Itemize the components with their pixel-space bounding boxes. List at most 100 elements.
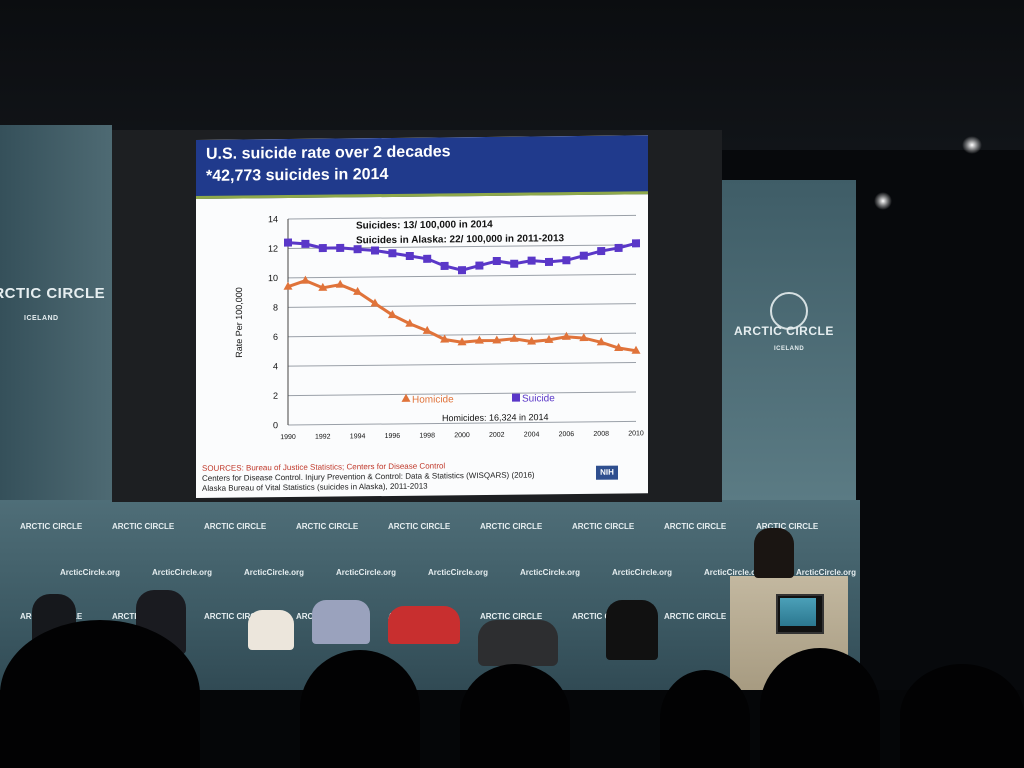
data-point-homicide xyxy=(440,334,450,343)
audience-head xyxy=(760,648,880,768)
data-point-suicide xyxy=(614,243,623,252)
panelist xyxy=(312,600,370,644)
backdrop-url: ArcticCircle.org xyxy=(244,568,305,577)
panelist xyxy=(388,606,460,644)
backdrop-brand-mark: ARCTIC CIRCLE xyxy=(296,522,359,531)
gridline xyxy=(288,273,636,279)
data-point-homicide xyxy=(474,335,484,344)
legend-label-suicide: Suicide xyxy=(522,393,555,404)
x-tick-label: 2002 xyxy=(489,432,505,439)
slide-title-line1: U.S. suicide rate over 2 decades xyxy=(206,143,451,163)
data-point-homicide xyxy=(422,325,432,334)
data-point-suicide xyxy=(579,251,588,260)
slide-title-line2: *42,773 suicides in 2014 xyxy=(206,165,389,185)
backdrop-url: ArcticCircle.org xyxy=(520,568,581,577)
data-point-homicide xyxy=(353,286,363,295)
audience-head xyxy=(900,664,1024,768)
data-point-homicide xyxy=(561,331,571,340)
backdrop-brand-mark: ARCTIC CIRCLE xyxy=(664,522,727,531)
speaker-at-podium xyxy=(754,528,794,578)
x-tick-label: 1992 xyxy=(315,434,331,441)
y-tick-label: 0 xyxy=(273,420,278,430)
data-point-suicide xyxy=(510,259,519,268)
backdrop-url: ArcticCircle.org xyxy=(60,568,121,577)
data-point-suicide xyxy=(301,239,310,248)
data-point-homicide xyxy=(579,333,589,342)
y-tick-label: 4 xyxy=(273,361,278,371)
data-point-suicide xyxy=(353,245,362,254)
data-point-homicide xyxy=(544,334,554,343)
y-axis-label: Rate Per 100,000 xyxy=(234,287,244,358)
backdrop-brand-mark: ARCTIC CIRCLE xyxy=(388,522,451,531)
backdrop-brand-mark: ARCTIC CIRCLE xyxy=(20,522,83,531)
gridline xyxy=(288,391,636,397)
backdrop-url: ArcticCircle.org xyxy=(428,568,489,577)
data-point-homicide xyxy=(370,298,380,307)
right-banner-logo: ARCTIC CIRCLE xyxy=(734,324,834,338)
ceiling-light xyxy=(962,136,982,154)
data-point-suicide xyxy=(562,256,571,265)
backdrop-brand-mark: ARCTIC CIRCLE xyxy=(112,522,175,531)
data-point-suicide xyxy=(371,246,379,255)
legend-label-homicide: Homicide xyxy=(412,394,454,405)
data-point-homicide xyxy=(631,345,641,354)
data-point-homicide xyxy=(300,275,310,284)
data-point-suicide xyxy=(284,238,292,247)
legend-marker-suicide xyxy=(512,393,520,402)
data-point-suicide xyxy=(440,261,449,270)
data-point-homicide xyxy=(405,318,415,327)
x-tick-label: 2000 xyxy=(454,432,470,439)
backdrop-brand-mark: ARCTIC CIRCLE xyxy=(664,612,727,621)
x-tick-label: 2008 xyxy=(593,431,609,438)
annotation-homicides-2014: Homicides: 16,324 in 2014 xyxy=(442,412,549,423)
data-point-suicide xyxy=(336,243,345,252)
data-point-suicide xyxy=(545,257,553,266)
y-tick-label: 6 xyxy=(273,332,278,342)
x-tick-label: 1994 xyxy=(350,433,366,440)
annotation-suicides-alaska: Suicides in Alaska: 22/ 100,000 in 2011-… xyxy=(356,233,565,246)
data-point-homicide xyxy=(492,335,502,344)
gridline xyxy=(288,332,636,338)
backdrop-brand-mark: ARCTIC CIRCLE xyxy=(204,612,267,621)
left-banner-sub: ICELAND xyxy=(24,315,59,322)
data-point-suicide xyxy=(388,249,397,258)
panelist xyxy=(606,600,658,660)
gridline xyxy=(288,420,636,426)
ceiling xyxy=(0,0,1024,150)
backdrop-brand-mark: ARCTIC CIRCLE xyxy=(480,522,543,531)
backdrop-brand-mark: ARCTIC CIRCLE xyxy=(480,612,543,621)
backdrop-url: ArcticCircle.org xyxy=(796,568,857,577)
x-tick-label: 2006 xyxy=(559,431,575,438)
audience-head xyxy=(0,620,200,768)
data-point-suicide xyxy=(492,256,501,266)
backdrop-url: ArcticCircle.org xyxy=(704,568,765,577)
data-point-suicide xyxy=(405,251,414,261)
y-tick-label: 8 xyxy=(273,302,278,312)
backdrop-brand-mark: ARCTIC CIRCLE xyxy=(572,612,635,621)
nih-logo: NIH xyxy=(596,465,618,480)
presentation-slide: U.S. suicide rate over 2 decades *42,773… xyxy=(196,135,648,499)
data-point-homicide xyxy=(509,333,519,342)
data-point-suicide xyxy=(458,266,466,275)
left-banner: ARCTIC CIRCLE ICELAND xyxy=(0,125,112,505)
data-point-suicide xyxy=(318,244,327,253)
line-chart: 0 2 4 6 8 10 12 14 1990 1992 1994 1996 1998 2000 2002 2… xyxy=(196,195,648,460)
data-point-homicide xyxy=(596,337,606,346)
data-point-homicide xyxy=(318,282,328,291)
data-point-suicide xyxy=(423,254,432,263)
legend-marker-homicide xyxy=(401,393,411,402)
x-tick-label: 1996 xyxy=(385,433,401,440)
data-point-suicide xyxy=(475,261,484,270)
audience-head xyxy=(660,670,750,768)
data-point-suicide xyxy=(632,239,640,248)
data-point-homicide xyxy=(457,337,467,346)
gridline xyxy=(288,214,636,220)
backdrop-brand-mark: ARCTIC CIRCLE xyxy=(204,522,267,531)
slide-header: U.S. suicide rate over 2 decades *42,773… xyxy=(196,135,648,199)
x-tick-label: 1990 xyxy=(280,434,296,441)
snowflake-icon xyxy=(770,292,808,330)
data-point-homicide xyxy=(283,281,293,290)
annotation-suicides-2014: Suicides: 13/ 100,000 in 2014 xyxy=(356,219,493,231)
right-banner: ARCTIC CIRCLE ICELAND xyxy=(718,180,856,500)
data-point-homicide xyxy=(527,336,537,345)
